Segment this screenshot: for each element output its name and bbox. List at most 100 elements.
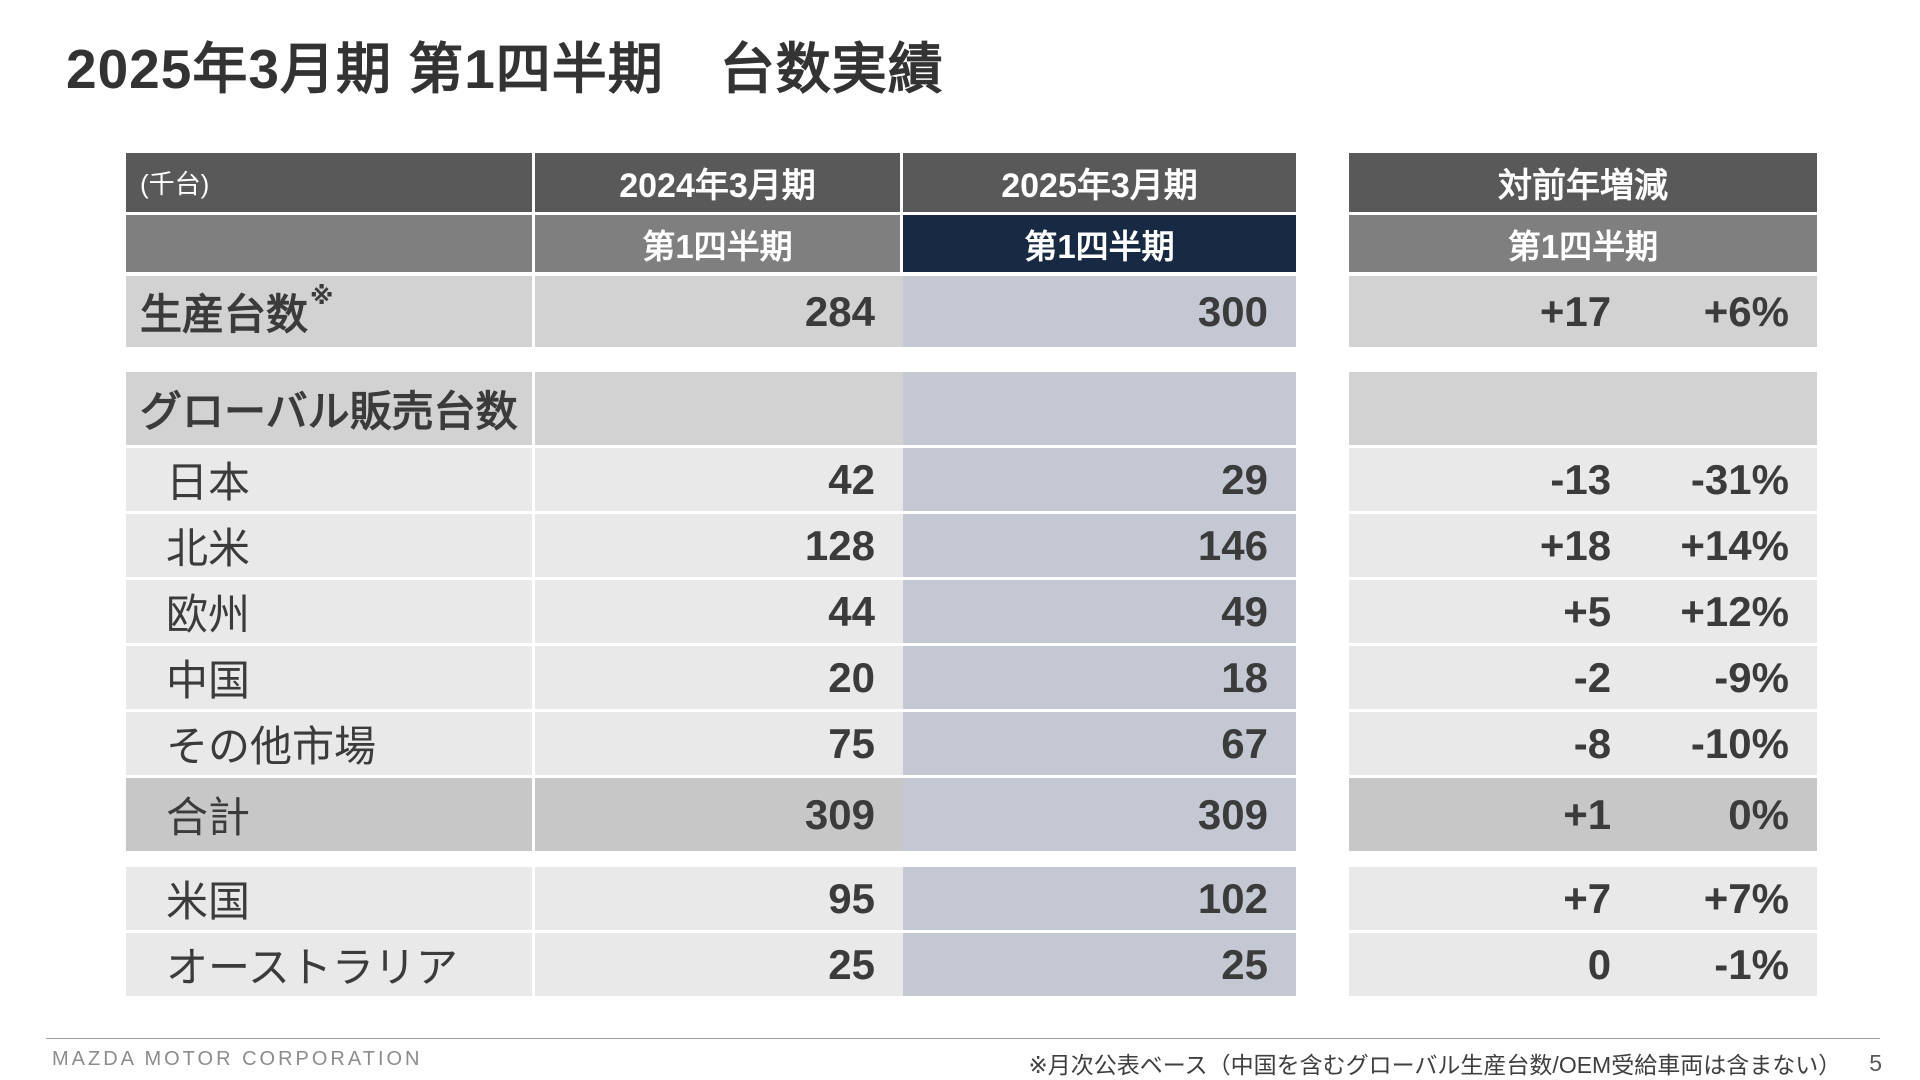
delta-value: -2 <box>1573 653 1612 701</box>
delta-row: +17 +6% <box>1349 276 1817 347</box>
value-2025-cell: 67 <box>903 712 1296 775</box>
row-label-cell: グローバル販売台数 <box>126 372 535 445</box>
tables-area: (千台) 2024年3月期 2025年3月期 第1四半期 第1四半期 生産台数 ※… <box>126 153 1817 996</box>
value-2024-cell: 44 <box>535 580 903 643</box>
delta-percent: -9% <box>1714 653 1789 701</box>
delta-row: +5 +12% <box>1349 580 1817 643</box>
delta-percent: -31% <box>1690 455 1789 503</box>
table-row: 米国 95 102 <box>126 867 1296 930</box>
value-2025-cell: 102 <box>903 867 1296 930</box>
value-2025-cell <box>903 372 1296 445</box>
table-row: その他市場 75 67 <box>126 712 1296 775</box>
delta-value <box>1349 372 1611 445</box>
table-row: 欧州 44 49 <box>126 580 1296 643</box>
delta-value: 0 <box>1587 940 1612 988</box>
delta-row: +18 +14% <box>1349 514 1817 577</box>
value-2025-cell: 29 <box>903 448 1296 511</box>
main-table-body: 生産台数 ※ 284 300 グローバル販売台数 日本 42 29 北米 128 146 欧州 44 49… <box>126 276 1296 996</box>
row-label: 合計 <box>166 794 251 841</box>
row-label-cell: 合計 <box>126 778 535 851</box>
quarter-empty-cell <box>126 215 535 272</box>
row-label-cell: その他市場 <box>126 712 535 775</box>
delta-value: -8 <box>1573 719 1612 767</box>
row-label: オーストラリア <box>166 944 458 991</box>
table-row: オーストラリア 25 25 <box>126 933 1296 996</box>
row-label: 米国 <box>166 878 251 925</box>
row-label: 日本 <box>166 459 251 506</box>
value-2025-cell: 146 <box>903 514 1296 577</box>
table-row: 北米 128 146 <box>126 514 1296 577</box>
quarter-2024-cell: 第1四半期 <box>535 215 903 272</box>
main-table: (千台) 2024年3月期 2025年3月期 第1四半期 第1四半期 生産台数 ※… <box>126 153 1296 996</box>
row-label: 生産台数 <box>140 291 309 338</box>
row-label: 北米 <box>166 525 251 572</box>
delta-table: 対前年増減 第1四半期 +17 +6% -13 -31% +18 +14% +5 +12% -2… <box>1349 153 1817 996</box>
delta-percent <box>1611 372 1817 445</box>
delta-row: -8 -10% <box>1349 712 1817 775</box>
delta-percent: +6% <box>1703 287 1789 335</box>
delta-header-cell: 対前年増減 <box>1349 153 1817 212</box>
delta-value: +1 <box>1563 790 1612 838</box>
delta-percent: +7% <box>1703 874 1789 922</box>
delta-row: +7 +7% <box>1349 867 1817 930</box>
value-2025-cell: 25 <box>903 933 1296 996</box>
delta-quarter-cell: 第1四半期 <box>1349 215 1817 272</box>
footer-divider <box>46 1038 1880 1039</box>
table-row: 生産台数 ※ 284 300 <box>126 276 1296 347</box>
row-label-cell: 日本 <box>126 448 535 511</box>
delta-percent: +12% <box>1680 587 1789 635</box>
footnote-text: ※月次公表ベース（中国を含むグローバル生産台数/OEM受給車両は含まない） <box>1028 1052 1842 1078</box>
row-label-cell: 米国 <box>126 867 535 930</box>
row-label-cell: オーストラリア <box>126 933 535 996</box>
value-2025-cell: 309 <box>903 778 1296 851</box>
value-2024-cell: 20 <box>535 646 903 709</box>
delta-percent: -1% <box>1714 940 1789 988</box>
header-2025-cell: 2025年3月期 <box>903 153 1296 212</box>
row-label: 欧州 <box>166 591 251 638</box>
footer-right: ※月次公表ベース（中国を含むグローバル生産台数/OEM受給車両は含まない） 5 <box>1029 1046 1882 1080</box>
row-label-cell: 中国 <box>126 646 535 709</box>
delta-value: -13 <box>1550 455 1612 503</box>
row-label-cell: 欧州 <box>126 580 535 643</box>
unit-label-cell: (千台) <box>126 153 535 212</box>
row-label: その他市場 <box>166 723 377 770</box>
value-2024-cell: 128 <box>535 514 903 577</box>
delta-row: -13 -31% <box>1349 448 1817 511</box>
delta-percent: 0% <box>1728 790 1789 838</box>
delta-value: +17 <box>1539 287 1612 335</box>
value-2024-cell <box>535 372 903 445</box>
page-title: 2025年3月期 第1四半期 台数実績 <box>66 38 944 100</box>
header-2024-cell: 2024年3月期 <box>535 153 903 212</box>
table-row: 日本 42 29 <box>126 448 1296 511</box>
page-number: 5 <box>1869 1049 1882 1076</box>
company-name: MAZDA MOTOR CORPORATION <box>52 1048 423 1070</box>
delta-row: +1 0% <box>1349 778 1817 851</box>
delta-row <box>1349 372 1817 445</box>
table-row: 合計 309 309 <box>126 778 1296 851</box>
main-header-row-quarter: 第1四半期 第1四半期 <box>126 215 1296 272</box>
quarter-2025-cell: 第1四半期 <box>903 215 1296 272</box>
delta-row: -2 -9% <box>1349 646 1817 709</box>
delta-value: +7 <box>1563 874 1612 922</box>
delta-row: 0 -1% <box>1349 933 1817 996</box>
footnote-marker: ※ <box>310 283 334 310</box>
row-label: グローバル販売台数 <box>140 388 518 435</box>
main-header-row-period: (千台) 2024年3月期 2025年3月期 <box>126 153 1296 212</box>
delta-value: +5 <box>1563 587 1612 635</box>
table-row: 中国 20 18 <box>126 646 1296 709</box>
row-label-cell: 北米 <box>126 514 535 577</box>
value-2025-cell: 49 <box>903 580 1296 643</box>
value-2024-cell: 75 <box>535 712 903 775</box>
row-label-cell: 生産台数 ※ <box>126 276 535 347</box>
row-label: 中国 <box>166 657 251 704</box>
value-2024-cell: 42 <box>535 448 903 511</box>
value-2024-cell: 284 <box>535 276 903 347</box>
value-2024-cell: 95 <box>535 867 903 930</box>
delta-table-body: +17 +6% -13 -31% +18 +14% +5 +12% -2 -9% -8 -10% +1 0… <box>1349 276 1817 996</box>
delta-value: +18 <box>1539 521 1612 569</box>
value-2024-cell: 25 <box>535 933 903 996</box>
value-2025-cell: 18 <box>903 646 1296 709</box>
table-row: グローバル販売台数 <box>126 372 1296 445</box>
delta-percent: +14% <box>1680 521 1789 569</box>
value-2025-cell: 300 <box>903 276 1296 347</box>
